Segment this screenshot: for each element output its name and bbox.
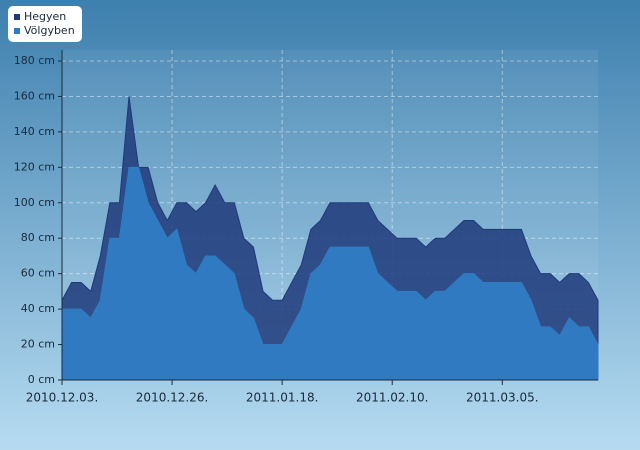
x-tick-label: 2011.01.18. bbox=[246, 391, 319, 405]
legend-swatch bbox=[14, 14, 20, 20]
x-tick-label: 2010.12.26. bbox=[136, 391, 209, 405]
y-tick-label: 120 cm bbox=[14, 160, 55, 173]
y-tick-label: 140 cm bbox=[14, 125, 55, 138]
legend-label: Hegyen bbox=[24, 10, 66, 23]
legend bbox=[8, 6, 82, 42]
legend-swatch bbox=[14, 28, 20, 34]
area bbox=[61, 166, 599, 381]
y-tick-label: 20 cm bbox=[21, 338, 55, 351]
plot: 0 cm 20 cm 40 cm 60 cm 80 cm 100 cm 120 cm 140 … bbox=[14, 50, 599, 405]
y-tick-label: 100 cm bbox=[14, 196, 55, 209]
y-tick-label: 160 cm bbox=[14, 89, 55, 102]
y-tick-label: 60 cm bbox=[21, 267, 55, 280]
y-tick-label: 0 cm bbox=[28, 373, 55, 386]
y-tick-label: 180 cm bbox=[14, 54, 55, 67]
x-tick-label: 2010.12.03. bbox=[26, 391, 99, 405]
x-tick-label: 2011.03.05. bbox=[466, 391, 539, 405]
x-tick-label: 2011.02.10. bbox=[356, 391, 429, 405]
y-tick-label: 80 cm bbox=[21, 231, 55, 244]
legend-label: Völgyben bbox=[24, 24, 75, 37]
y-tick-label: 40 cm bbox=[21, 302, 55, 315]
